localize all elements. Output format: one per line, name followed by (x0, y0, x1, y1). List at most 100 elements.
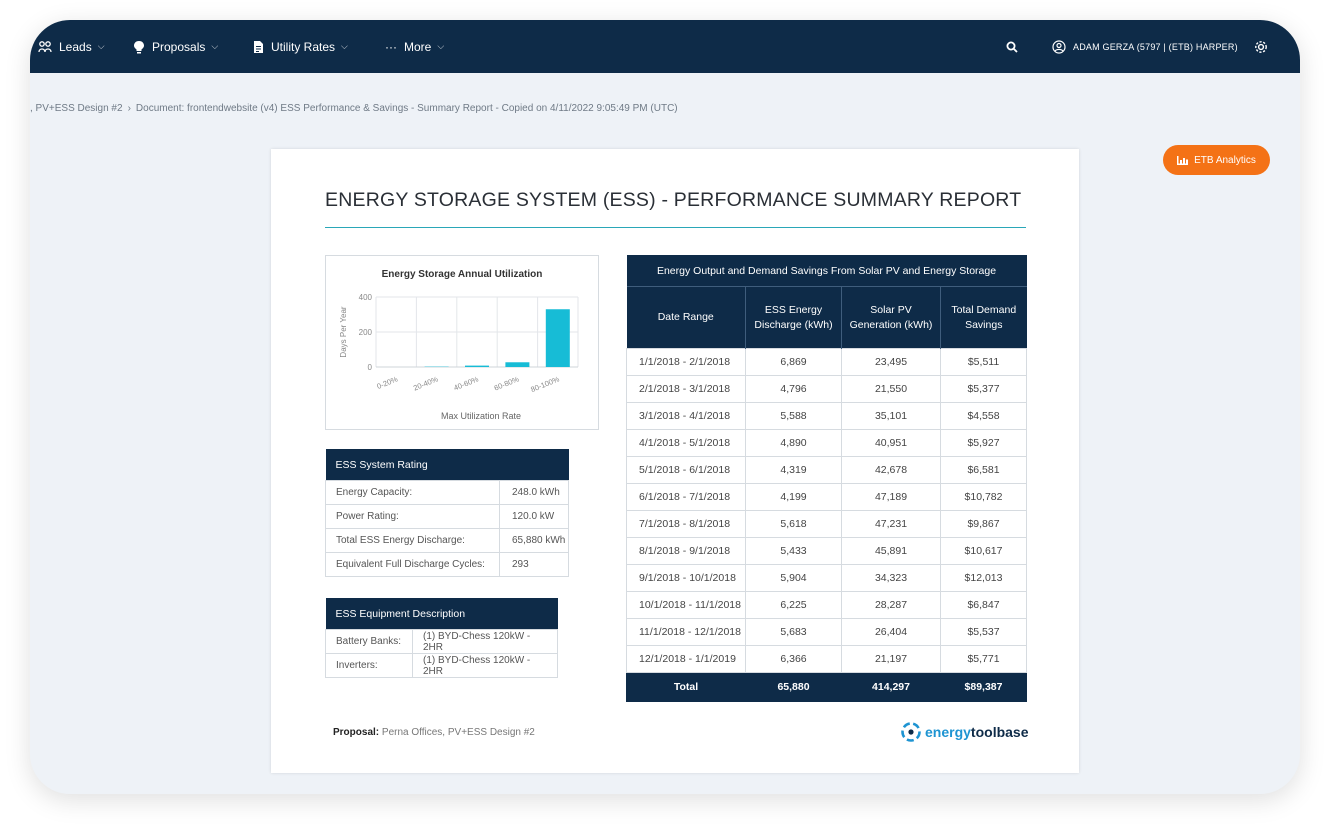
system-rating-value: 248.0 kWh (499, 480, 569, 505)
total-savings: $89,387 (939, 672, 1028, 702)
chart-y-tick: 200 (359, 328, 373, 337)
table-row: 10/1/2018 - 11/1/2018 6,225 28,287 $6,847 (626, 591, 1028, 619)
nav-leads[interactable]: Leads ⌵ (38, 20, 105, 73)
equipment-title: ESS Equipment Description (325, 598, 558, 630)
breadcrumb-parent-link[interactable]: , PV+ESS Design #2 (30, 103, 123, 114)
chart-icon (1177, 155, 1189, 165)
column-header: Date Range (626, 286, 746, 349)
search-button[interactable] (1006, 20, 1018, 73)
output-table-caption: Energy Output and Demand Savings From So… (626, 255, 1027, 287)
chart-x-tick: 80-100% (529, 374, 561, 394)
pv-generation-cell: 35,101 (841, 402, 941, 430)
top-navigation-bar: Leads ⌵ Proposals ⌵ Utility Rates ⌵ ··· … (30, 20, 1300, 73)
date-range-cell: 5/1/2018 - 6/1/2018 (626, 456, 746, 484)
ess-discharge-cell: 5,618 (745, 510, 842, 538)
chart-y-tick: 400 (359, 293, 373, 302)
app-frame: Leads ⌵ Proposals ⌵ Utility Rates ⌵ ··· … (30, 20, 1300, 794)
ess-system-rating-table: ESS System Rating Energy Capacity: 248.0… (325, 449, 569, 577)
table-row: Energy Capacity: 248.0 kWh (325, 480, 569, 505)
equipment-label: Inverters: (325, 653, 413, 678)
date-range-cell: 6/1/2018 - 7/1/2018 (626, 483, 746, 511)
demand-savings-cell: $5,537 (939, 618, 1028, 646)
system-rating-label: Equivalent Full Discharge Cycles: (325, 552, 500, 577)
pv-generation-cell: 42,678 (841, 456, 941, 484)
table-row: 2/1/2018 - 3/1/2018 4,796 21,550 $5,377 (626, 375, 1028, 403)
system-rating-label: Energy Capacity: (325, 480, 500, 505)
demand-savings-cell: $10,617 (939, 537, 1028, 565)
user-menu[interactable]: ADAM GERZA (5797 | (ETB) HARPER) (1052, 20, 1238, 73)
chart-x-tick: 40-60% (452, 374, 480, 392)
output-table-body: 1/1/2018 - 2/1/2018 6,869 23,495 $5,511 2/1/… (626, 348, 1028, 673)
gear-icon (1253, 39, 1269, 55)
demand-savings-cell: $5,511 (939, 348, 1028, 376)
energy-toolbase-logo: energytoolbase (900, 719, 1029, 745)
utilization-chart: Energy Storage Annual Utilization 0 200 400… (325, 255, 599, 430)
nav-utility-rates[interactable]: Utility Rates ⌵ (253, 20, 348, 73)
table-row: 4/1/2018 - 5/1/2018 4,890 40,951 $5,927 (626, 429, 1028, 457)
chart-bar (465, 365, 489, 367)
nav-more-label: More (404, 39, 432, 54)
ess-discharge-cell: 5,433 (745, 537, 842, 565)
system-rating-value: 120.0 kW (499, 504, 569, 529)
pv-generation-cell: 45,891 (841, 537, 941, 565)
equipment-label: Battery Banks: (325, 629, 413, 654)
nav-proposals-label: Proposals (152, 39, 206, 54)
table-row: Battery Banks: (1) BYD-Chess 120kW - 2HR (325, 629, 558, 654)
proposal-value: Perna Offices, PV+ESS Design #2 (381, 727, 535, 738)
utilization-chart-svg: Energy Storage Annual Utilization 0 200 400… (339, 269, 579, 421)
search-icon (1006, 41, 1018, 53)
table-row: Power Rating: 120.0 kW (325, 504, 569, 529)
nav-more[interactable]: ··· More ⌵ (385, 20, 444, 73)
breadcrumb-current: Document: frontendwebsite (v4) ESS Perfo… (135, 103, 678, 114)
nav-utility-rates-label: Utility Rates (271, 39, 336, 54)
ess-discharge-cell: 5,588 (745, 402, 842, 430)
ess-discharge-cell: 5,904 (745, 564, 842, 592)
chevron-down-icon: ⌵ (437, 41, 445, 51)
demand-savings-cell: $6,581 (939, 456, 1028, 484)
ess-discharge-cell: 6,869 (745, 348, 842, 376)
demand-savings-cell: $12,013 (939, 564, 1028, 592)
date-range-cell: 12/1/2018 - 1/1/2019 (626, 645, 746, 673)
table-row: 7/1/2018 - 8/1/2018 5,618 47,231 $9,867 (626, 510, 1028, 538)
demand-savings-cell: $5,377 (939, 375, 1028, 403)
column-header: Solar PV Generation (kWh) (841, 286, 941, 349)
report-title: ENERGY STORAGE SYSTEM (ESS) - PERFORMANC… (325, 189, 1022, 211)
title-divider (325, 227, 1026, 228)
ess-discharge-cell: 4,319 (745, 456, 842, 484)
leads-icon (38, 40, 52, 54)
pv-generation-cell: 21,550 (841, 375, 941, 403)
settings-button[interactable] (1253, 20, 1269, 73)
pv-generation-cell: 26,404 (841, 618, 941, 646)
chart-x-label: Max Utilization Rate (441, 411, 521, 421)
date-range-cell: 1/1/2018 - 2/1/2018 (626, 348, 746, 376)
system-rating-label: Power Rating: (325, 504, 500, 529)
lightbulb-icon (133, 40, 145, 54)
total-label: Total (626, 672, 746, 702)
nav-proposals[interactable]: Proposals ⌵ (133, 20, 218, 73)
chart-x-tick: 0-20% (375, 374, 399, 391)
ess-equipment-table: ESS Equipment Description Battery Banks:… (325, 598, 558, 678)
logo-icon (900, 721, 922, 743)
chevron-down-icon: ⌵ (97, 41, 105, 51)
chart-title: Energy Storage Annual Utilization (382, 269, 543, 280)
table-row: 3/1/2018 - 4/1/2018 5,588 35,101 $4,558 (626, 402, 1028, 430)
chart-x-tick: 60-80% (493, 374, 521, 392)
total-row: Total 65,880 414,297 $89,387 (626, 672, 1028, 702)
system-rating-value: 293 (499, 552, 569, 577)
user-circle-icon (1052, 39, 1066, 54)
chevron-down-icon: ⌵ (341, 41, 348, 51)
date-range-cell: 3/1/2018 - 4/1/2018 (626, 402, 746, 430)
table-row: 5/1/2018 - 6/1/2018 4,319 42,678 $6,581 (626, 456, 1028, 484)
table-row: 8/1/2018 - 9/1/2018 5,433 45,891 $10,617 (626, 537, 1028, 565)
pv-generation-cell: 21,197 (841, 645, 941, 673)
date-range-cell: 11/1/2018 - 12/1/2018 (626, 618, 746, 646)
breadcrumb: , PV+ESS Design #2 › Document: frontendweb… (30, 103, 678, 114)
ess-discharge-cell: 4,890 (745, 429, 842, 457)
ess-discharge-cell: 6,366 (745, 645, 842, 673)
chart-x-tick: 20-40% (412, 374, 440, 392)
ellipsis-icon: ··· (385, 39, 397, 54)
total-discharge: 65,880 (745, 672, 842, 702)
table-row: Equivalent Full Discharge Cycles: 293 (325, 552, 569, 577)
etb-analytics-button[interactable]: ETB Analytics (1163, 145, 1270, 175)
date-range-cell: 8/1/2018 - 9/1/2018 (626, 537, 746, 565)
